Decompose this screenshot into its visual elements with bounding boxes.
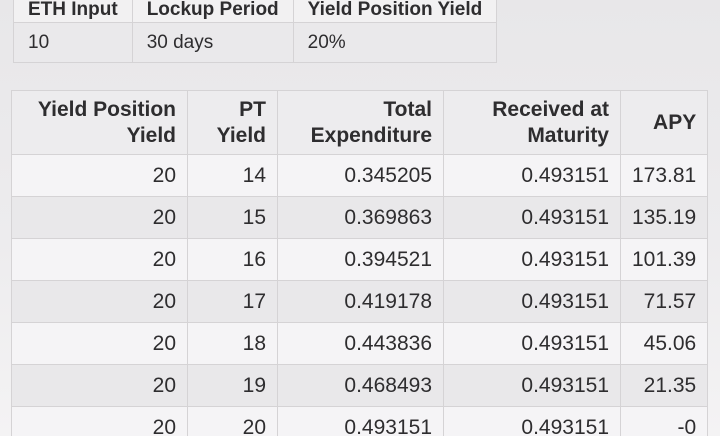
cell-total-expenditure: 0.468493 — [277, 364, 444, 407]
cell-apy: 135.19 — [619, 196, 709, 239]
cell-yield-position-yield: 20 — [11, 238, 188, 281]
cell-apy: 71.57 — [619, 280, 709, 323]
col-header-line: Expenditure — [310, 123, 432, 147]
parameters-header-row: ETH Input Lockup Period Yield Position Y… — [13, 0, 498, 23]
cell-apy: 21.35 — [619, 364, 709, 407]
param-header-eth-input: ETH Input — [13, 0, 133, 23]
results-header-row: Yield Position Yield PT Yield Total Expe… — [11, 90, 709, 155]
parameters-value-row: 10 30 days 20% — [13, 22, 498, 63]
cell-pt-yield: 19 — [187, 364, 278, 407]
cell-apy: 173.81 — [619, 154, 709, 197]
col-header-line: Maturity — [527, 123, 609, 147]
table-row: 20 17 0.419178 0.493151 71.57 — [11, 280, 709, 323]
table-row: 20 14 0.345205 0.493151 173.81 — [11, 154, 709, 197]
param-header-lockup-period: Lockup Period — [131, 0, 294, 23]
col-header-line: Received at — [492, 97, 609, 121]
cell-yield-position-yield: 20 — [11, 406, 188, 436]
cell-yield-position-yield: 20 — [11, 364, 188, 407]
cell-yield-position-yield: 20 — [11, 196, 188, 239]
col-header-yield-position-yield: Yield Position Yield — [11, 90, 188, 155]
col-header-total-expenditure: Total Expenditure — [277, 90, 444, 155]
col-header-line: APY — [653, 110, 697, 134]
parameters-table: ETH Input Lockup Period Yield Position Y… — [13, 0, 498, 63]
col-header-line: Yield Position — [37, 97, 176, 121]
col-header-received-at-maturity: Received at Maturity — [443, 90, 621, 155]
cell-pt-yield: 14 — [187, 154, 278, 197]
cell-total-expenditure: 0.493151 — [277, 406, 444, 436]
cell-yield-position-yield: 20 — [11, 154, 188, 197]
col-header-line: Total — [383, 97, 432, 121]
table-row: 20 19 0.468493 0.493151 21.35 — [11, 364, 709, 407]
cell-apy: -0 — [619, 406, 709, 436]
col-header-pt-yield: PT Yield — [187, 90, 278, 155]
results-table: Yield Position Yield PT Yield Total Expe… — [11, 90, 709, 436]
cell-yield-position-yield: 20 — [11, 280, 188, 323]
table-row: 20 20 0.493151 0.493151 -0 — [11, 406, 709, 436]
param-value-yield-position-yield: 20% — [292, 22, 498, 63]
col-header-apy: APY — [619, 90, 709, 155]
cell-received-at-maturity: 0.493151 — [443, 196, 621, 239]
cell-apy: 101.39 — [619, 238, 709, 281]
cell-received-at-maturity: 0.493151 — [443, 406, 621, 436]
cell-received-at-maturity: 0.493151 — [443, 322, 621, 365]
cell-received-at-maturity: 0.493151 — [443, 280, 621, 323]
cell-received-at-maturity: 0.493151 — [443, 364, 621, 407]
cell-pt-yield: 15 — [187, 196, 278, 239]
table-row: 20 15 0.369863 0.493151 135.19 — [11, 196, 709, 239]
cell-received-at-maturity: 0.493151 — [443, 154, 621, 197]
cell-pt-yield: 20 — [187, 406, 278, 436]
table-row: 20 18 0.443836 0.493151 45.06 — [11, 322, 709, 365]
col-header-line: Yield — [126, 123, 176, 147]
cell-total-expenditure: 0.394521 — [277, 238, 444, 281]
cell-total-expenditure: 0.345205 — [277, 154, 444, 197]
cell-total-expenditure: 0.443836 — [277, 322, 444, 365]
cell-pt-yield: 18 — [187, 322, 278, 365]
cell-received-at-maturity: 0.493151 — [443, 238, 621, 281]
cell-yield-position-yield: 20 — [11, 322, 188, 365]
cell-total-expenditure: 0.369863 — [277, 196, 444, 239]
col-header-line: Yield — [216, 123, 266, 147]
cell-apy: 45.06 — [619, 322, 709, 365]
cell-pt-yield: 17 — [187, 280, 278, 323]
table-row: 20 16 0.394521 0.493151 101.39 — [11, 238, 709, 281]
param-value-lockup-period: 30 days — [131, 22, 294, 63]
param-value-eth-input: 10 — [13, 22, 133, 63]
cell-total-expenditure: 0.419178 — [277, 280, 444, 323]
cell-pt-yield: 16 — [187, 238, 278, 281]
param-header-yield-position-yield: Yield Position Yield — [292, 0, 498, 23]
col-header-line: PT — [239, 97, 266, 121]
